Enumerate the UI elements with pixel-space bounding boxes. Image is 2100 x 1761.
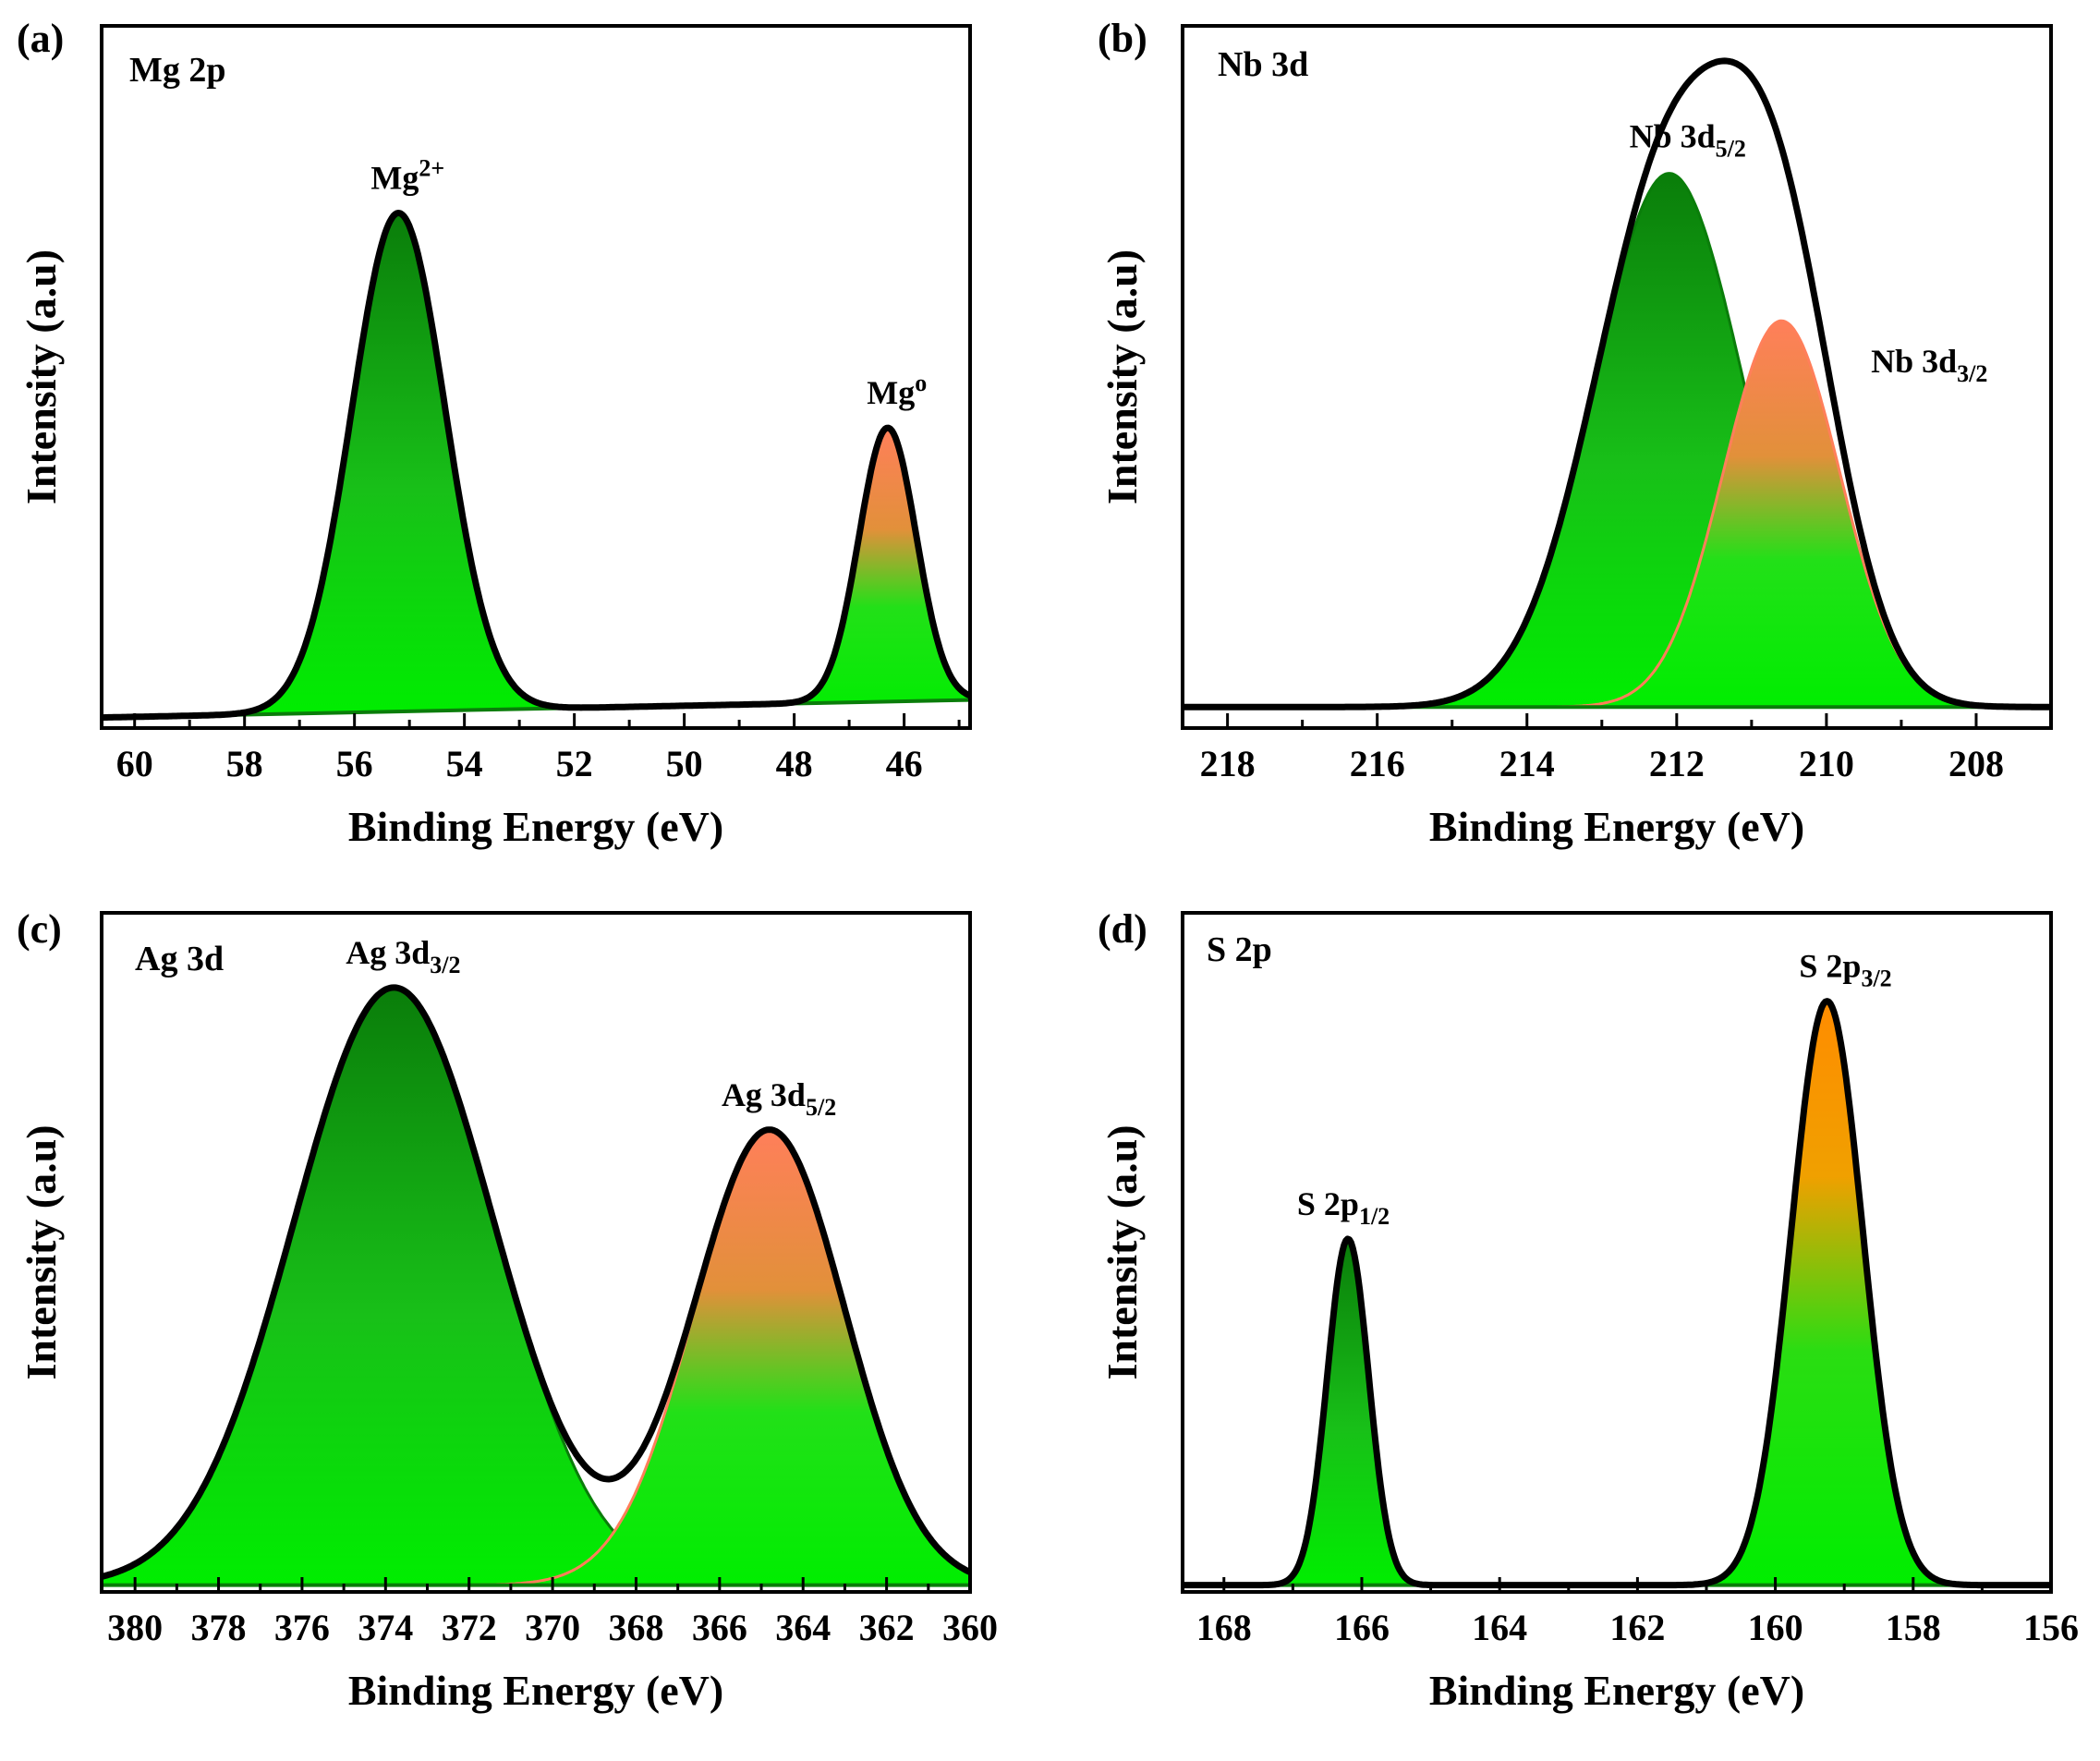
x-tick-label-a: 50 bbox=[666, 743, 703, 784]
x-tick-label-a: 46 bbox=[886, 743, 923, 784]
envelope-d bbox=[1183, 998, 2051, 1589]
x-tick-label-b: 218 bbox=[1200, 743, 1256, 784]
x-tick-label-c: 366 bbox=[692, 1607, 747, 1648]
x-tick-label-b: 212 bbox=[1649, 743, 1705, 784]
peak-label-d-2: S 2p3/2 bbox=[1799, 948, 1891, 992]
panel-d: (d) S 2p 168 166 164 162 160 158 156 Binding En… bbox=[1098, 906, 2079, 1714]
plot-inner-c bbox=[102, 984, 970, 1587]
plot-inner-b bbox=[1183, 57, 2051, 710]
plot-area-d: 168 166 164 162 160 158 156 Binding Energy (eV)… bbox=[1099, 911, 2079, 1714]
x-tick-label-d: 164 bbox=[1472, 1607, 1527, 1648]
y-axis-title-a: Intensity (a.u) bbox=[18, 249, 65, 504]
y-axis-title-c: Intensity (a.u) bbox=[18, 1124, 65, 1379]
x-tick-label-b: 210 bbox=[1799, 743, 1854, 784]
x-tick-label-a: 60 bbox=[116, 743, 153, 784]
axes-frame-b bbox=[1181, 24, 2053, 730]
plot-area-a: 60 58 56 54 52 50 48 46 Binding Energy (eV) Inten… bbox=[18, 24, 972, 850]
x-tick-label-c: 362 bbox=[859, 1607, 915, 1648]
peak-label-a-1: Mg2+ bbox=[370, 155, 444, 197]
x-tick-label-d: 162 bbox=[1609, 1607, 1665, 1648]
x-tick-label-d: 160 bbox=[1748, 1607, 1803, 1648]
peak-a-2 bbox=[102, 426, 970, 720]
peak-b-1 bbox=[1183, 172, 2051, 709]
plot-inner-d bbox=[1183, 998, 2051, 1589]
envelope-b bbox=[1183, 57, 2051, 710]
x-tick-label-c: 370 bbox=[525, 1607, 580, 1648]
x-axis-title-d: Binding Energy (eV) bbox=[1429, 1667, 1804, 1714]
envelope-a bbox=[102, 210, 970, 722]
x-tick-label-d: 166 bbox=[1334, 1607, 1390, 1648]
x-axis-title-c: Binding Energy (eV) bbox=[348, 1667, 723, 1714]
x-tick-label-c: 364 bbox=[775, 1607, 831, 1648]
x-tick-label-a: 56 bbox=[336, 743, 373, 784]
x-axis-title-a: Binding Energy (eV) bbox=[348, 803, 723, 850]
plot-inner-a bbox=[102, 210, 970, 722]
x-tick-label-b: 216 bbox=[1350, 743, 1405, 784]
x-tick-label-a: 52 bbox=[556, 743, 593, 784]
axes-frame-d bbox=[1181, 911, 2053, 1594]
x-tick-label-d: 156 bbox=[2023, 1607, 2079, 1648]
panel-letter-a: (a) bbox=[17, 16, 64, 61]
peak-label-a-2: Mgo bbox=[867, 370, 927, 411]
panel-letter-c: (c) bbox=[17, 906, 62, 952]
peak-label-b-2: Nb 3d3/2 bbox=[1871, 343, 1987, 387]
peak-d-1 bbox=[1183, 1237, 2051, 1587]
panel-letter-d: (d) bbox=[1098, 906, 1147, 952]
panel-title-d: S 2p bbox=[1207, 930, 1272, 969]
x-tick-label-a: 58 bbox=[226, 743, 263, 784]
x-tick-label-d: 158 bbox=[1886, 1607, 1941, 1648]
x-tick-label-a: 54 bbox=[446, 743, 483, 784]
axes-frame-c bbox=[100, 911, 972, 1594]
envelope-c bbox=[102, 984, 970, 1580]
plot-area-b: 218 216 214 212 210 208 Binding Energy (eV) Int… bbox=[1099, 24, 2053, 850]
axes-frame-a bbox=[100, 24, 972, 730]
panel-b: (b) Nb 3d 218 216 214 212 210 208 Binding Ener… bbox=[1098, 16, 2053, 850]
panel-title-b: Nb 3d bbox=[1218, 45, 1308, 84]
x-tick-label-c: 376 bbox=[274, 1607, 330, 1648]
panel-a: (a) Mg 2p 60 58 56 54 52 50 48 46 Binding Energy… bbox=[17, 16, 972, 850]
x-tick-label-c: 378 bbox=[191, 1607, 247, 1648]
y-axis-title-b: Intensity (a.u) bbox=[1099, 249, 1146, 504]
x-tick-label-b: 208 bbox=[1948, 743, 2004, 784]
x-tick-label-a: 48 bbox=[776, 743, 813, 784]
peak-label-b-1: Nb 3d5/2 bbox=[1630, 118, 1746, 163]
panel-title-c: Ag 3d bbox=[135, 940, 224, 978]
x-tick-label-c: 374 bbox=[358, 1607, 413, 1648]
panel-title-a: Mg 2p bbox=[129, 51, 226, 90]
x-tick-label-d: 168 bbox=[1196, 1607, 1252, 1648]
peak-label-c-2: Ag 3d5/2 bbox=[722, 1076, 836, 1121]
x-axis-title-b: Binding Energy (eV) bbox=[1429, 803, 1804, 850]
panel-c: (c) Ag 3d 380 378 376 374 372 370 368 366 364 362… bbox=[17, 906, 998, 1714]
peak-label-c-1: Ag 3d3/2 bbox=[346, 934, 460, 978]
panel-letter-b: (b) bbox=[1098, 16, 1147, 61]
x-tick-label-c: 372 bbox=[442, 1607, 497, 1648]
x-tick-label-c: 380 bbox=[107, 1607, 163, 1648]
x-tick-label-b: 214 bbox=[1499, 743, 1555, 784]
x-tick-label-c: 360 bbox=[942, 1607, 998, 1648]
y-axis-title-d: Intensity (a.u) bbox=[1099, 1124, 1146, 1379]
plot-area-c: 380 378 376 374 372 370 368 366 364 362 360 Binding… bbox=[18, 911, 998, 1714]
x-tick-label-c: 368 bbox=[608, 1607, 663, 1648]
peak-label-d-1: S 2p1/2 bbox=[1297, 1185, 1390, 1230]
